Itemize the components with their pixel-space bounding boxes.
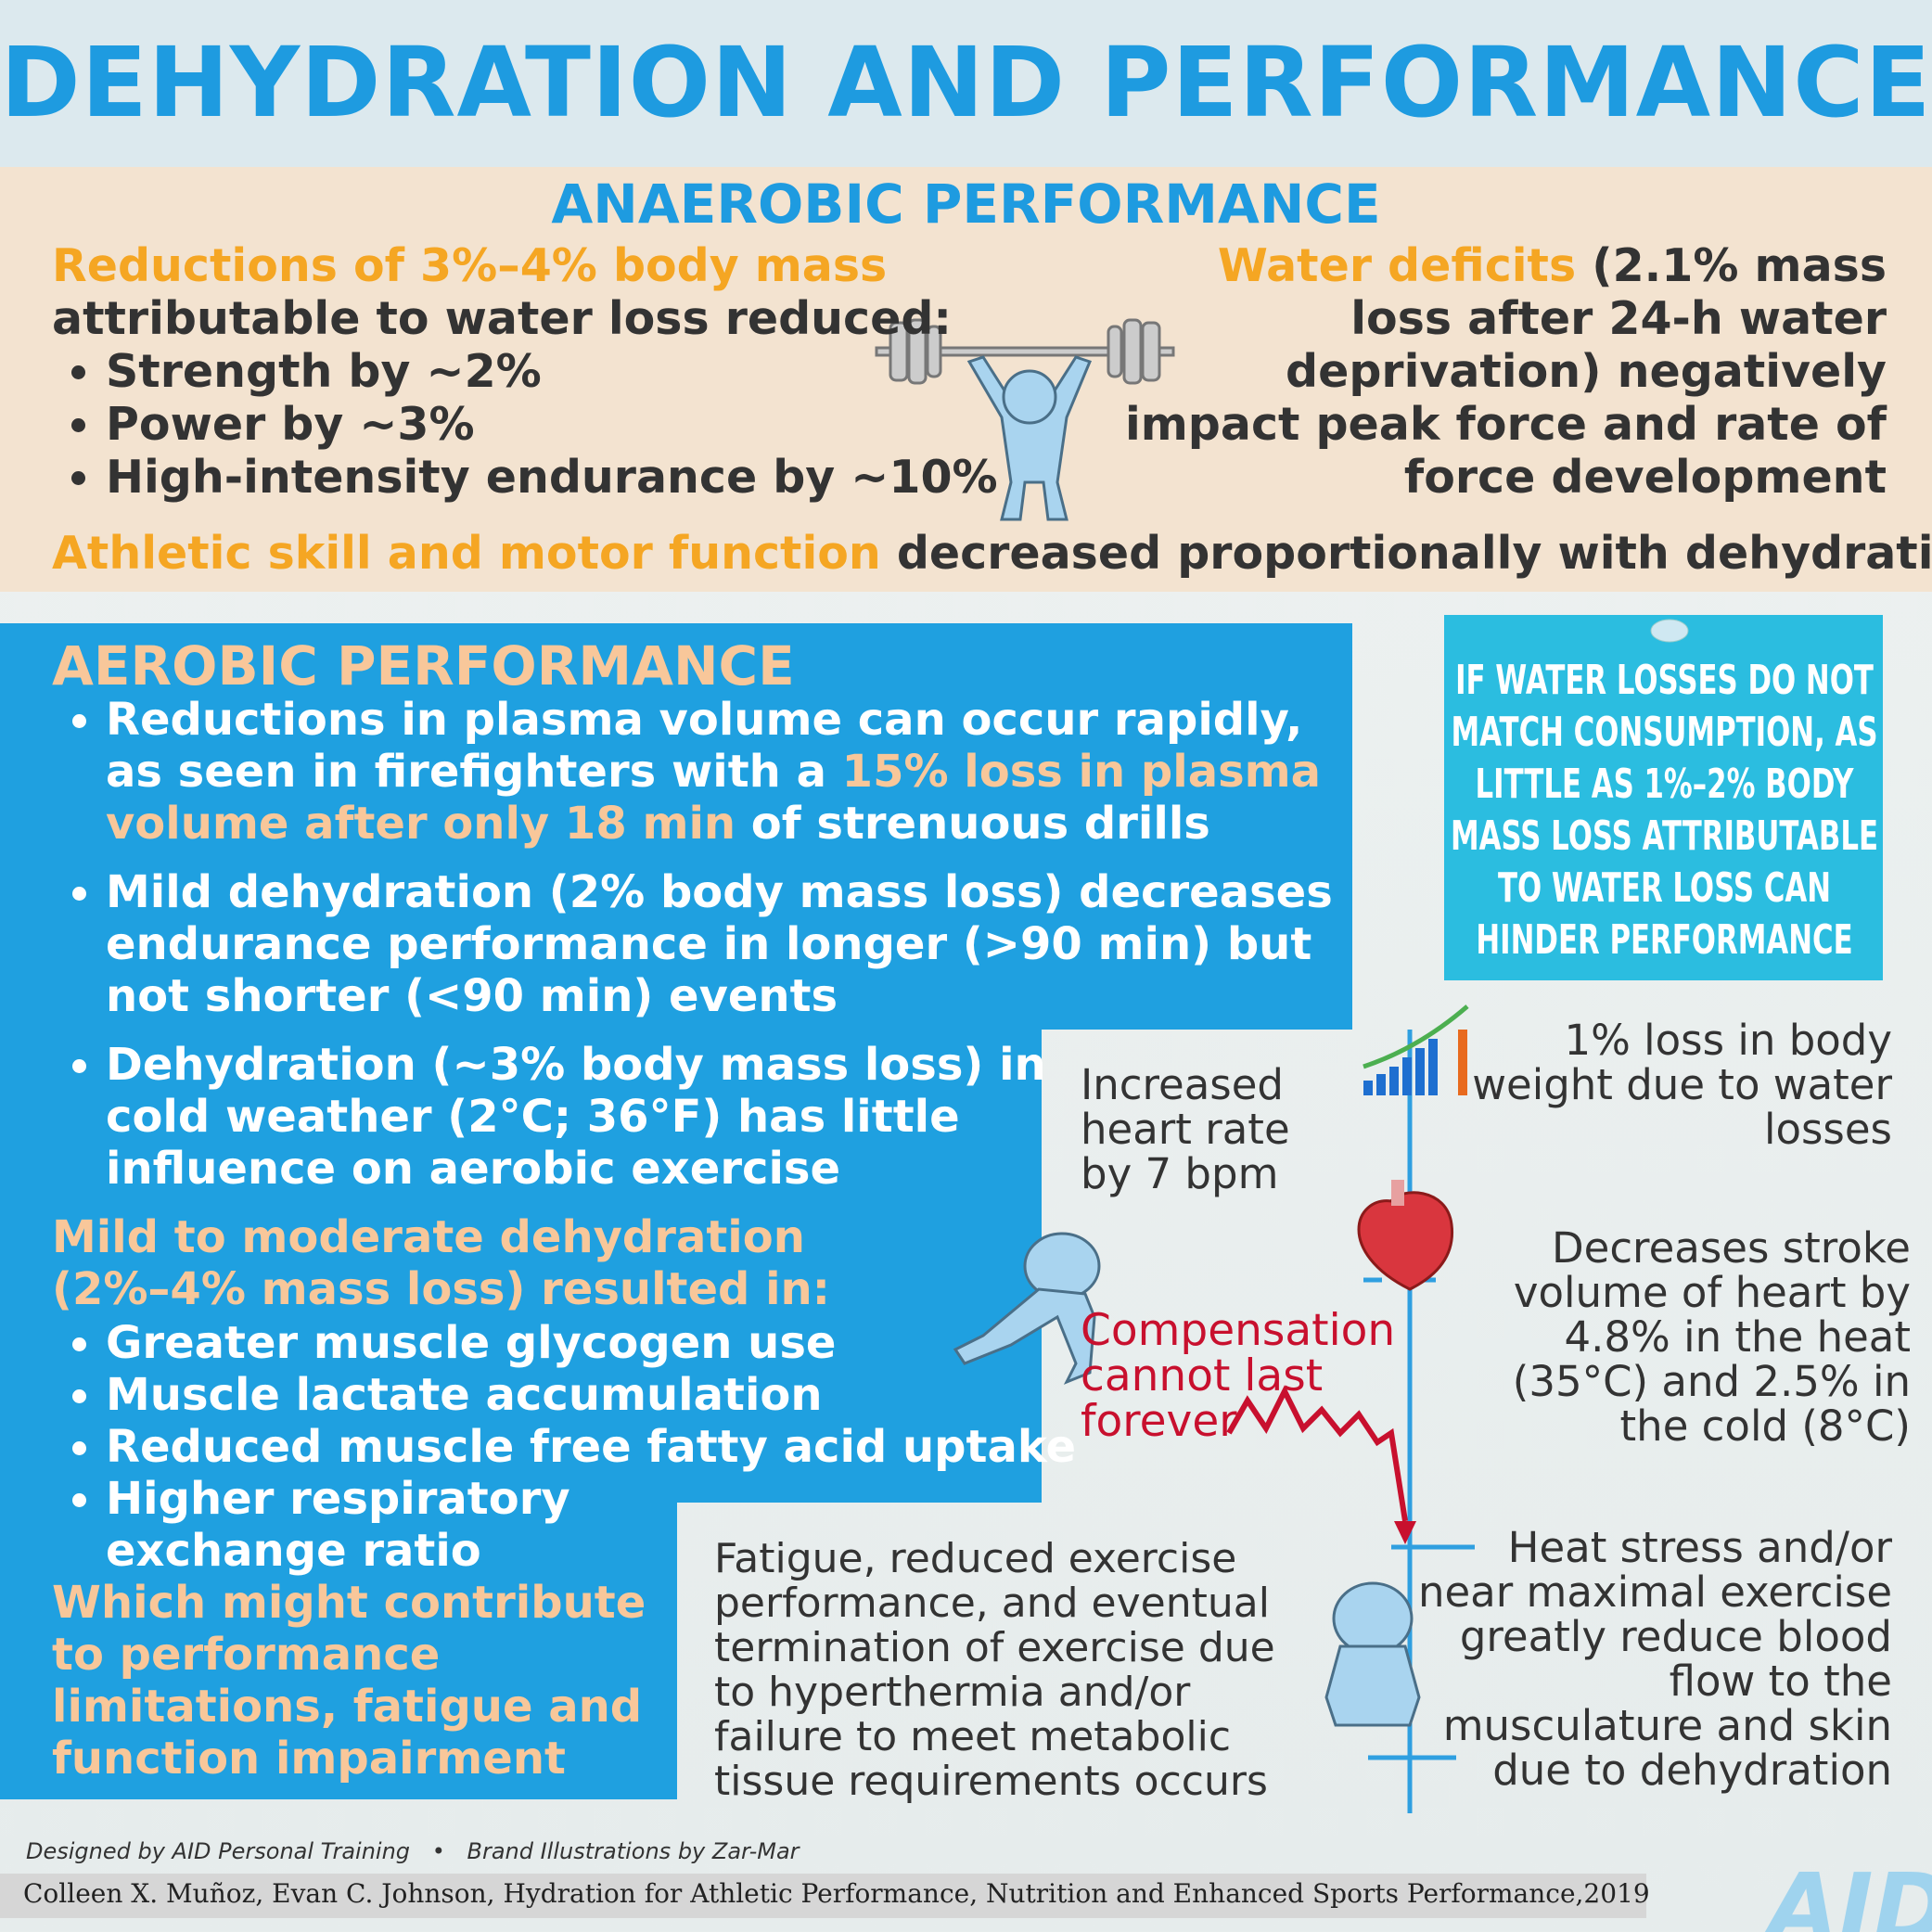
title: DEHYDRATION AND PERFORMANCE — [0, 26, 1932, 139]
stroke-volume-text: Decreases stroke volume of heart by 4.8%… — [1512, 1223, 1911, 1451]
bullet: Reductions in plasma volume can occur ra… — [106, 694, 1349, 850]
anaerobic-heading: ANAEROBIC PERFORMANCE — [551, 173, 1381, 236]
credits: Designed by AID Personal Training • Bran… — [26, 1838, 800, 1864]
fatigue-text: Fatigue, reduced exercise performance, a… — [714, 1535, 1275, 1805]
illustrator: Brand Illustrations by Zar-Mar — [467, 1838, 800, 1864]
highlight: Athletic skill and motor function — [52, 527, 881, 580]
bullet: Power by ~3% — [106, 398, 998, 451]
bullet: Higher respiratory exchange ratio — [106, 1473, 588, 1577]
decline-arrow — [1226, 1385, 1408, 1522]
sloth-sitting — [1324, 1581, 1421, 1727]
separator: • — [431, 1838, 445, 1864]
text: Reductions in plasma volume can occur ra… — [106, 694, 1303, 798]
note-text: IF WATER LOSSES DO NOT MATCH CONSUMPTION… — [1450, 657, 1879, 964]
conclusion: Which might contribute to performance li… — [52, 1577, 646, 1785]
text: of strenuous drills — [750, 798, 1210, 850]
compensation-text: Compensation cannot last forever — [1081, 1305, 1396, 1447]
aerobic-heading: AEROBIC PERFORMANCE — [52, 634, 795, 697]
highlight: Reductions of 3%–4% body mass — [52, 239, 888, 292]
aerobic-panel — [0, 623, 1352, 1799]
text: attributable to water loss reduced: — [52, 292, 952, 345]
designer: Designed by AID Personal Training — [26, 1838, 411, 1864]
growth-icon — [1363, 1004, 1469, 1095]
highlight: 15% loss in plasma volume after only 18 … — [106, 746, 1322, 850]
arrow-head — [1394, 1521, 1416, 1544]
citation-bar — [0, 1874, 1646, 1918]
barbell — [875, 318, 1175, 385]
title-band — [0, 0, 1932, 167]
bullet-list: Strength by ~2% Power by ~3% High-intens… — [52, 345, 998, 504]
bullet: Muscle lactate accumulation — [106, 1369, 1089, 1421]
anaerobic-band — [0, 167, 1932, 592]
text: (2.1% mass loss after 24-h water depriva… — [1124, 239, 1887, 504]
citation: Colleen X. Muñoz, Evan C. Johnson, Hydra… — [23, 1878, 1650, 1909]
mild-heading: Mild to moderate dehydration (2%–4% mass… — [52, 1211, 830, 1315]
bullet: Mild dehydration (2% body mass loss) dec… — [106, 866, 1349, 1022]
bullet: High-intensity endurance by ~10% — [106, 451, 998, 504]
aerobic-bullets: Reductions in plasma volume can occur ra… — [52, 694, 1349, 1195]
bullet: Strength by ~2% — [106, 345, 998, 398]
suction-cup — [1650, 619, 1689, 643]
sloth-runner — [953, 1232, 1101, 1385]
bullet: Greater muscle glycogen use — [106, 1317, 1089, 1369]
logo: AID — [1767, 1853, 1932, 1932]
body-weight-text: 1% loss in body weight due to water loss… — [1472, 1016, 1892, 1154]
sloth-lifter — [966, 355, 1093, 521]
bullet: Dehydration (~3% body mass loss) in cold… — [106, 1039, 1070, 1195]
anaerobic-left: Reductions of 3%–4% body mass attributab… — [52, 239, 998, 504]
highlight: Water deficits — [1217, 239, 1577, 292]
blood-flow-text: Heat stress and/or near maximal exercise… — [1417, 1523, 1892, 1795]
heart-rate-text: Increased heart rate by 7 bpm — [1081, 1060, 1290, 1198]
anaerobic-right: Water deficits (2.1% mass loss after 24-… — [1113, 239, 1887, 504]
text: decreased proportionally with dehydratio… — [896, 527, 1932, 580]
mild-bullets: Greater muscle glycogen use Muscle lacta… — [52, 1317, 1089, 1577]
heart-icon — [1357, 1180, 1453, 1291]
bullet: Reduced muscle free fatty acid uptake — [106, 1421, 1089, 1473]
note-card — [1444, 615, 1883, 980]
skill-line: Athletic skill and motor function decrea… — [52, 527, 1932, 580]
